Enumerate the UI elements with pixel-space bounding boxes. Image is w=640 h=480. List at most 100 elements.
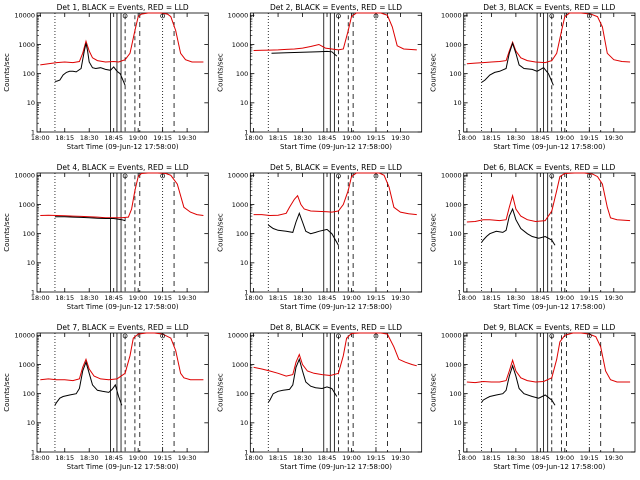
x-tick-label: 19:30 [178, 454, 197, 462]
y-tick-label: 10000 [441, 332, 462, 340]
y-tick-label: 100 [449, 390, 461, 398]
marker-dot [336, 333, 341, 339]
marker-dot [336, 13, 341, 19]
y-tick-label: 1 [31, 128, 35, 136]
x-tick-label: 18:15 [482, 454, 501, 462]
x-tick-label: 19:15 [367, 294, 386, 302]
y-tick-label: 1 [31, 288, 35, 296]
x-tick-label: 18:00 [31, 134, 50, 142]
y-tick-label: 1000 [18, 361, 35, 369]
panel-title: Det 9, BLACK = Events, RED = LLD [483, 323, 615, 332]
x-tick-label: 19:00 [555, 134, 574, 142]
plot-frame [36, 172, 209, 293]
y-tick-label: 10 [240, 99, 248, 107]
y-tick-label: 1 [458, 448, 462, 456]
plot-frame [249, 332, 423, 453]
x-axis-label: Start Time (09-Jun-12 17:58:00) [280, 463, 392, 471]
series-lld-line [40, 12, 204, 66]
x-tick-label: 19:15 [580, 134, 599, 142]
x-tick-label: 18:15 [55, 294, 74, 302]
x-tick-label: 18:45 [531, 454, 550, 462]
panel-title: Det 8, BLACK = Events, RED = LLD [270, 323, 402, 332]
marker-dot [122, 13, 128, 19]
series-lld-line [466, 172, 631, 223]
y-axis-label: Counts/sec [430, 213, 438, 252]
x-tick-label: 19:30 [604, 454, 623, 462]
panel-det-9: Det 9, BLACK = Events, RED = LLD 1 10 100 10… [430, 323, 636, 471]
x-tick-label: 18:00 [31, 454, 50, 462]
y-axis-label: Counts/sec [216, 373, 224, 412]
panel-det-2: Det 2, BLACK = Events, RED = LLD 1 10 100 10… [216, 3, 423, 151]
x-tick-label: 19:15 [153, 134, 172, 142]
x-tick-label: 18:15 [269, 294, 288, 302]
x-tick-label: 18:00 [244, 294, 263, 302]
y-tick-label: 1000 [445, 201, 462, 209]
y-tick-label: 1 [244, 448, 248, 456]
marker-dot [373, 173, 379, 179]
series-events-line [271, 50, 338, 57]
x-tick-label: 18:45 [104, 134, 123, 142]
y-axis-label: Counts/sec [430, 373, 438, 412]
x-tick-label: 19:30 [178, 294, 197, 302]
marker-dot [586, 13, 592, 19]
x-tick-label: 18:45 [318, 454, 337, 462]
y-axis-label: Counts/sec [3, 213, 11, 252]
marker-dot [336, 173, 341, 179]
y-axis-label: Counts/sec [430, 53, 438, 92]
y-tick-label: 10000 [228, 12, 249, 20]
x-tick-label: 19:00 [129, 454, 148, 462]
series-lld-line [40, 172, 204, 219]
series-events-line [481, 41, 554, 86]
y-tick-label: 10000 [228, 332, 249, 340]
y-tick-label: 10000 [14, 332, 35, 340]
x-tick-label: 19:00 [129, 294, 148, 302]
panel-det-1: Det 1, BLACK = Events, RED = LLD 1 10 100 10… [3, 3, 209, 151]
panel-title: Det 3, BLACK = Events, RED = LLD [483, 3, 615, 12]
y-tick-label: 10 [240, 419, 248, 427]
y-axis-label: Counts/sec [3, 53, 11, 92]
series-events-line [54, 216, 126, 222]
marker-dot [160, 333, 165, 339]
x-tick-label: 19:30 [391, 294, 410, 302]
y-tick-label: 1000 [445, 41, 462, 49]
y-tick-label: 1 [244, 288, 248, 296]
x-tick-label: 18:00 [458, 454, 477, 462]
x-tick-label: 18:30 [293, 134, 312, 142]
x-tick-label: 19:30 [178, 134, 197, 142]
panel-det-3: Det 3, BLACK = Events, RED = LLD 1 10 100 10… [430, 3, 636, 151]
y-tick-label: 10000 [14, 12, 35, 20]
plot-frame [36, 332, 209, 453]
series-lld-line [253, 332, 417, 377]
x-tick-label: 18:00 [244, 134, 263, 142]
y-tick-label: 100 [236, 230, 248, 238]
y-axis-label: Counts/sec [3, 373, 11, 412]
x-tick-label: 18:00 [31, 294, 50, 302]
x-tick-label: 19:30 [604, 294, 623, 302]
marker-dot [549, 333, 555, 339]
y-tick-label: 1000 [232, 361, 249, 369]
x-axis-label: Start Time (09-Jun-12 17:58:00) [280, 143, 392, 151]
x-tick-label: 19:15 [153, 454, 172, 462]
x-tick-label: 18:15 [269, 454, 288, 462]
x-tick-label: 18:00 [458, 134, 477, 142]
marker-dot [122, 333, 128, 339]
y-tick-label: 100 [236, 70, 248, 78]
x-tick-label: 18:30 [507, 134, 526, 142]
panel-det-4: Det 4, BLACK = Events, RED = LLD 1 10 100 10… [3, 163, 209, 311]
plot-frame [463, 12, 636, 133]
x-tick-label: 19:30 [391, 134, 410, 142]
panel-title: Det 7, BLACK = Events, RED = LLD [57, 323, 189, 332]
plot-frame [249, 12, 423, 133]
panel-det-6: Det 6, BLACK = Events, RED = LLD 1 10 100 10… [430, 163, 636, 311]
plot-frame [463, 172, 636, 293]
y-tick-label: 1 [244, 128, 248, 136]
x-tick-label: 18:45 [318, 294, 337, 302]
x-tick-label: 19:15 [367, 134, 386, 142]
series-lld-line [466, 332, 631, 384]
x-tick-label: 19:00 [342, 134, 361, 142]
y-tick-label: 1 [458, 288, 462, 296]
x-tick-label: 18:30 [80, 454, 99, 462]
x-axis-label: Start Time (09-Jun-12 17:58:00) [493, 463, 605, 471]
x-tick-label: 18:30 [507, 454, 526, 462]
